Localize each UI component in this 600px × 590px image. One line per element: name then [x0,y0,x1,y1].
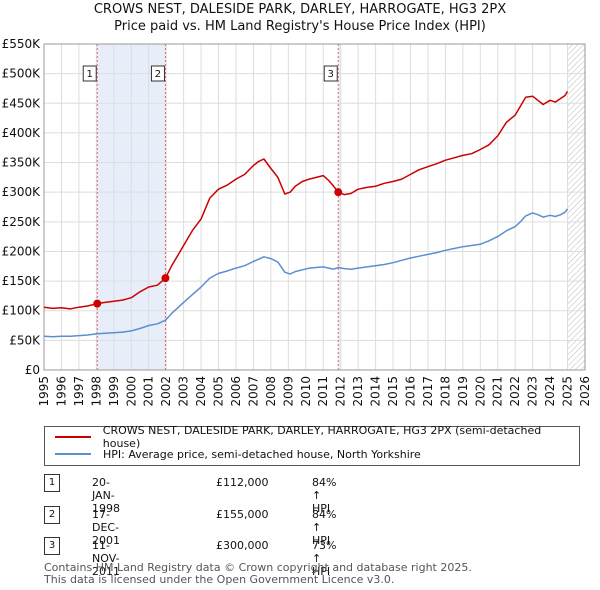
y-tick-label: £450K [2,96,42,110]
x-tick-label: 2014 [369,376,383,407]
footer-copyright: Contains HM Land Registry data © Crown c… [44,561,472,574]
x-tick-label: 2013 [351,376,365,407]
x-tick-label: 2011 [316,376,330,407]
plot-frame [43,43,586,371]
y-tick-label: £300K [2,185,42,199]
transaction-number: 3 [44,537,60,555]
chart-subtitle: Price paid vs. HM Land Registry's House … [114,19,486,34]
sale-point [93,299,102,308]
transaction-date: 17-DEC-2001 [92,508,120,547]
ownership-shade [338,44,341,370]
forecast-hatch [567,44,585,370]
x-tick-label: 2006 [229,376,243,407]
x-tick-label: 2016 [403,376,417,407]
transaction-hpi: 73% ↑ HPI [312,539,337,578]
sale-label-box [82,65,97,82]
y-tick-label: £0 [25,363,40,377]
x-tick-label: 2020 [473,376,487,407]
sale-label-box [150,65,165,82]
x-tick-label: 2012 [334,376,348,407]
chart-title: CROWS NEST, DALESIDE PARK, DARLEY, HARRO… [93,2,507,17]
legend: CROWS NEST, DALESIDE PARK, DARLEY, HARRO… [44,424,580,466]
sale-point [161,274,170,283]
legend-item-property: CROWS NEST, DALESIDE PARK, DARLEY, HARRO… [55,424,579,450]
x-tick-label: 2003 [177,376,191,407]
transaction-date: 11-NOV-2011 [92,539,120,578]
price-chart: £0 £50K £100K £150K £200K £250K £300K £350K £400… [2,37,592,407]
y-tick-label: £50K [9,333,41,347]
legend-item-hpi: HPI: Average price, semi-detached house,… [55,446,421,462]
transaction-hpi: 84% ↑ HPI [312,508,337,547]
transaction-price: £300,000 [216,539,269,552]
x-tick-label: 2018 [438,376,452,407]
y-tick-label: £400K [2,126,42,140]
property-price-line [43,91,569,310]
transaction-hpi: 84% ↑ HPI [312,476,337,515]
sale-point [334,188,343,197]
y-tick-label: £150K [2,274,42,288]
x-tick-label: 2008 [264,376,278,407]
x-tick-label: 2001 [142,376,156,407]
legend-label-hpi: HPI: Average price, semi-detached house,… [103,447,421,461]
x-tick-label: 1997 [72,376,86,407]
x-tick-label: 2024 [543,376,557,407]
transaction-date: 20-JAN-1998 [92,476,120,515]
x-tick-label: 2019 [456,376,470,407]
y-tick-label: £350K [2,156,42,170]
x-tick-label: 2023 [526,376,540,407]
transaction-number: 1 [44,474,60,492]
y-tick-label: £100K [2,304,42,318]
legend-label-property: CROWS NEST, DALESIDE PARK, DARLEY, HARRO… [102,424,542,450]
x-tick-label: 1998 [89,376,103,407]
footer-license: This data is licensed under the Open Gov… [44,573,395,586]
x-tick-label: 2004 [194,376,208,407]
x-tick-label: 2026 [578,376,592,407]
legend-swatch-property [55,436,91,438]
legend-swatch-hpi [55,453,91,455]
x-tick-label: 1999 [107,376,121,407]
x-tick-label: 2007 [246,376,260,407]
x-tick-label: 2010 [299,376,313,407]
x-tick-label: 1996 [54,376,68,407]
sale-label-box [323,65,338,82]
x-tick-label: 2025 [561,376,575,407]
transaction-price: £112,000 [216,476,269,489]
transaction-price: £155,000 [216,508,269,521]
x-tick-label: 2000 [124,376,138,407]
x-tick-label: 2022 [508,376,522,407]
x-tick-label: 2009 [281,376,295,407]
sale-label: 2 [155,69,161,80]
y-tick-label: £550K [2,37,42,51]
x-tick-label: 1995 [37,376,51,407]
x-tick-label: 2005 [212,376,226,407]
y-tick-label: £250K [2,215,42,229]
x-tick-label: 2021 [491,376,505,407]
x-tick-label: 2015 [386,376,400,407]
sale-label: 1 [87,69,93,80]
transaction-number: 2 [44,506,60,524]
sale-label: 3 [328,69,334,80]
x-tick-label: 2002 [159,376,173,407]
y-tick-label: £500K [2,67,42,81]
x-tick-label: 2017 [421,376,435,407]
y-tick-label: £200K [2,244,42,258]
hpi-line [43,208,569,338]
